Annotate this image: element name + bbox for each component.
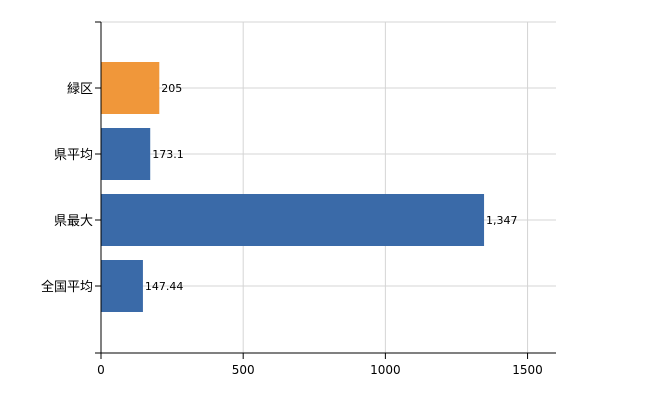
category-label: 全国平均 [41, 279, 93, 295]
x-tick-label: 1500 [512, 363, 543, 377]
bar-3 [101, 194, 485, 246]
data-label: 173.1 [152, 148, 184, 161]
category-label: 緑区 [67, 82, 93, 97]
category-label: 県平均 [54, 148, 93, 163]
data-label: 1,347 [486, 214, 517, 227]
x-tick-label: 1000 [370, 363, 401, 377]
data-label: 147.44 [145, 280, 184, 293]
grid-layer [101, 21, 556, 353]
bars-layer [101, 62, 485, 312]
data-label: 205 [161, 82, 182, 95]
axis-layer [95, 21, 556, 359]
x-tick-label: 0 [97, 363, 105, 377]
x-tick-label: 500 [232, 363, 255, 377]
bar-4 [101, 260, 143, 312]
category-label: 県最大 [54, 214, 93, 229]
bar-2 [101, 128, 151, 180]
bar-1 [101, 62, 160, 114]
